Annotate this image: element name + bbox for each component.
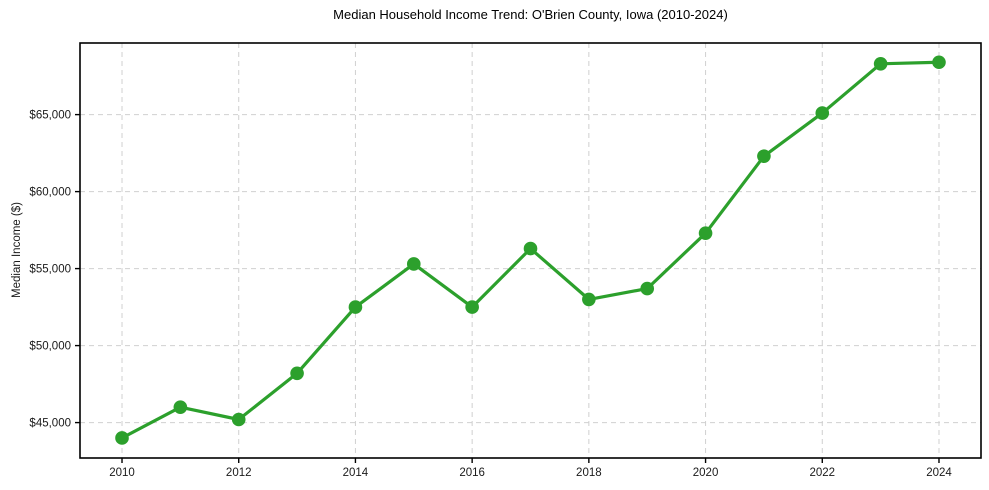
data-point-marker	[348, 300, 363, 314]
data-point-marker	[173, 400, 188, 414]
y-tick-label: $65,000	[29, 110, 71, 122]
data-point-marker	[873, 56, 888, 71]
data-point-marker	[115, 431, 129, 445]
x-tick-label: 2022	[809, 467, 835, 479]
y-tick-label: $60,000	[29, 187, 71, 199]
data-point-marker	[523, 241, 538, 256]
data-point-marker	[932, 55, 946, 70]
data-point-marker	[757, 149, 771, 163]
y-tick-label: $55,000	[29, 264, 71, 276]
data-point-marker	[815, 106, 830, 120]
chart-title: Median Household Income Trend: O'Brien C…	[333, 7, 728, 22]
x-tick-label: 2016	[459, 467, 485, 479]
x-tick-label: 2010	[109, 467, 135, 479]
y-tick-label: $45,000	[29, 418, 71, 430]
data-point-marker	[698, 226, 713, 240]
plot-border	[79, 42, 982, 459]
x-tick-label: 2014	[343, 467, 369, 479]
data-point-marker	[465, 300, 479, 314]
data-point-marker	[231, 412, 246, 427]
x-tick-label: 2018	[576, 467, 602, 479]
x-tick-label: 2024	[926, 467, 952, 479]
data-point-marker	[406, 257, 421, 271]
data-point-marker	[582, 292, 596, 307]
x-tick-label: 2020	[693, 467, 719, 479]
data-point-marker	[640, 281, 655, 296]
x-tick-label: 2012	[226, 467, 252, 479]
data-point-marker	[290, 366, 304, 381]
y-tick-label: $50,000	[29, 341, 71, 353]
